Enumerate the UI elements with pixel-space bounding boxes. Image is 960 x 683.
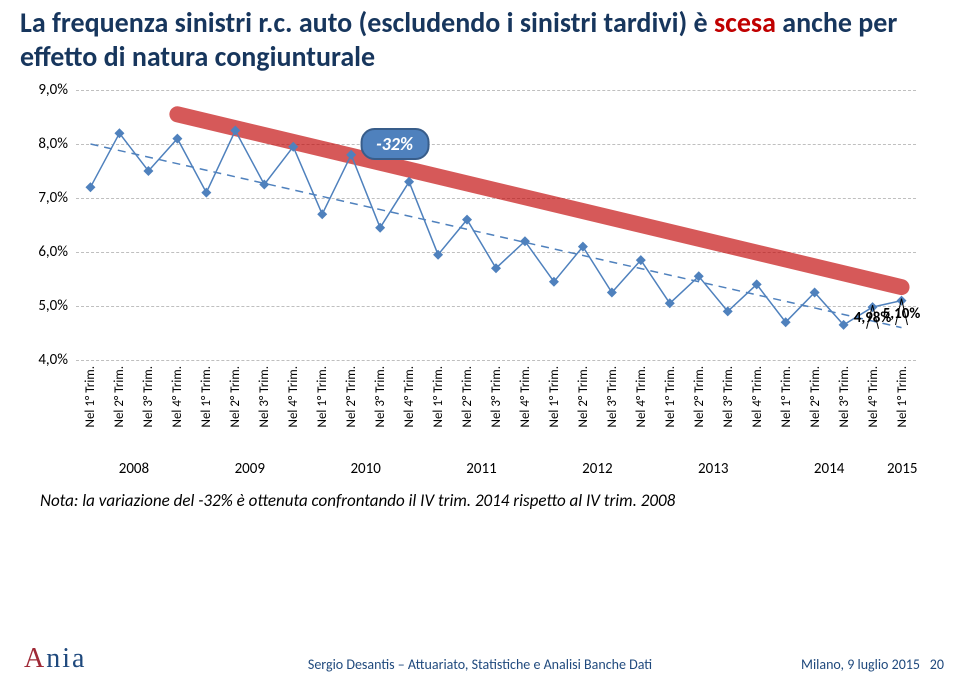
x-axis-label: Nel 1° Trim. [547,366,562,427]
x-axis-label: Nel 1° Trim. [431,366,446,427]
x-axis-label: Nel 3° Trim. [141,366,156,427]
year-label: 2014 [771,460,887,478]
year-label: 2011 [424,460,540,478]
x-axis-label: Nel 2° Trim. [692,366,707,427]
x-axis-label: Nel 3° Trim. [257,366,272,427]
x-axis-label: Nel 1° Trim. [895,366,910,427]
x-axis-label: Nel 2° Trim. [808,366,823,427]
year-label: 2015 [887,460,916,478]
x-axis-label: Nel 2° Trim. [112,366,127,427]
gridline [76,360,916,361]
x-axis-label: Nel 3° Trim. [489,366,504,427]
slide-footer: Ania Sergio Desantis – Attuariato, Stati… [0,651,960,675]
x-axis-label: Nel 1° Trim. [779,366,794,427]
footer-date: Milano, 9 luglio 2015 [801,656,920,673]
year-label: 2009 [192,460,308,478]
y-axis-label: 5,0% [20,297,68,315]
page-number: 20 [930,656,944,673]
x-axis-label: Nel 2° Trim. [576,366,591,427]
chart-plot-area [76,90,916,360]
x-axis-label: Nel 2° Trim. [344,366,359,427]
chart-footnote: Nota: la variazione del -32% è ottenuta … [40,490,675,511]
x-axis-label: Nel 4° Trim. [750,366,765,427]
x-axis-label: Nel 1° Trim. [83,366,98,427]
x-axis-label: Nel 3° Trim. [837,366,852,427]
title-prefix: La frequenza sinistri r.c. auto (esclude… [20,5,714,40]
year-group [887,492,916,518]
x-axis-label: Nel 4° Trim. [170,366,185,427]
year-label: 2008 [76,460,192,478]
change-badge: -32% [360,128,429,160]
x-axis-label: Nel 3° Trim. [373,366,388,427]
x-axis-label: Nel 3° Trim. [605,366,620,427]
x-axis-label: Nel 1° Trim. [315,366,330,427]
x-axis-label: Nel 4° Trim. [286,366,301,427]
x-axis-label: Nel 4° Trim. [634,366,649,427]
y-axis-label: 7,0% [20,189,68,207]
y-axis-label: 6,0% [20,243,68,261]
x-axis-label: Nel 2° Trim. [228,366,243,427]
x-axis-label: Nel 2° Trim. [460,366,475,427]
year-label: 2010 [308,460,424,478]
year-label: 2013 [655,460,771,478]
data-label: 5,10% [883,305,921,323]
chart-container: 4,0%5,0%6,0%7,0%8,0%9,0% -32% Nel 1° Tri… [20,90,940,590]
slide-title: La frequenza sinistri r.c. auto (esclude… [20,6,940,73]
y-axis-label: 4,0% [20,351,68,369]
y-axis-label: 9,0% [20,81,68,99]
y-axis-label: 8,0% [20,135,68,153]
x-axis-label: Nel 1° Trim. [663,366,678,427]
x-axis-label: Nel 3° Trim. [721,366,736,427]
title-accent: scesa [714,5,776,40]
chart-svg [76,90,916,360]
x-axis-label: Nel 1° Trim. [199,366,214,427]
x-axis-label: Nel 4° Trim. [402,366,417,427]
year-group [771,492,887,518]
year-label: 2012 [539,460,655,478]
x-axis-label: Nel 4° Trim. [866,366,881,427]
x-axis-label: Nel 4° Trim. [518,366,533,427]
